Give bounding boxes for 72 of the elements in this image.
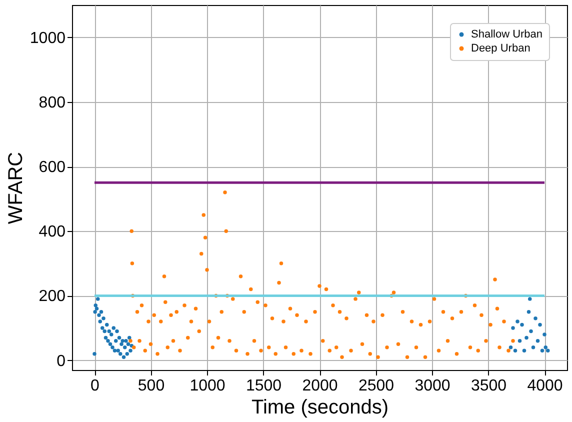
point [546, 348, 550, 352]
point [105, 322, 109, 327]
x-tick-label: 500 [138, 378, 165, 394]
legend-label: Deep Urban [471, 42, 530, 54]
x-tick-label: 1500 [246, 378, 282, 394]
point [123, 346, 127, 350]
y-tick-label: 800 [38, 94, 66, 112]
x-tick-label: 4000 [527, 378, 563, 394]
point [516, 320, 520, 324]
y-tick-label: 600 [38, 159, 66, 176]
point [536, 339, 540, 343]
point [92, 352, 96, 356]
point [540, 348, 544, 352]
x-tick-label: 1000 [190, 378, 226, 394]
legend-label: Shallow Urban [471, 28, 543, 40]
point [110, 332, 114, 336]
y-tick-label: 200 [38, 288, 66, 306]
point [526, 310, 531, 314]
point [115, 329, 119, 334]
point [112, 326, 116, 330]
x-tick-label: 3000 [414, 378, 450, 394]
point [128, 348, 132, 352]
point [522, 348, 526, 352]
point [128, 336, 132, 340]
point [118, 352, 122, 356]
point [508, 346, 513, 350]
point [96, 297, 100, 301]
x-tick-label: 2500 [358, 378, 394, 394]
point [107, 329, 111, 334]
point [513, 348, 518, 352]
y-tick-label: 400 [38, 224, 66, 241]
point [110, 346, 114, 350]
point [120, 342, 124, 346]
y-axis-title: WFARC [4, 152, 27, 224]
point [529, 329, 533, 334]
point [125, 352, 129, 356]
point [120, 339, 124, 343]
point [106, 339, 110, 343]
point [124, 339, 128, 343]
point [520, 322, 524, 327]
point [94, 304, 98, 308]
point [542, 332, 546, 336]
point [116, 348, 120, 352]
point [102, 329, 106, 334]
point [98, 320, 102, 324]
x-tick-label: 2000 [302, 378, 338, 394]
x-tick-label: 0 [90, 378, 100, 394]
x-axis-title: Time (seconds) [251, 396, 389, 418]
point [534, 316, 538, 320]
point [97, 313, 101, 317]
point [108, 342, 112, 346]
point [104, 336, 108, 340]
point [122, 355, 126, 359]
point [531, 346, 536, 350]
point [99, 310, 104, 314]
point [102, 316, 106, 320]
point [100, 326, 104, 330]
point [528, 297, 532, 301]
point [524, 336, 528, 340]
point [117, 336, 122, 340]
y-tick-label: 0 [56, 352, 66, 370]
point [511, 326, 515, 330]
x-tick-label: 3500 [470, 378, 507, 394]
point [114, 339, 118, 343]
point [94, 306, 99, 310]
point [538, 322, 542, 327]
point [93, 310, 97, 314]
point [518, 339, 522, 343]
y-tick-label: 1000 [30, 30, 66, 47]
point [544, 346, 548, 350]
point [126, 342, 130, 346]
point [112, 348, 117, 352]
